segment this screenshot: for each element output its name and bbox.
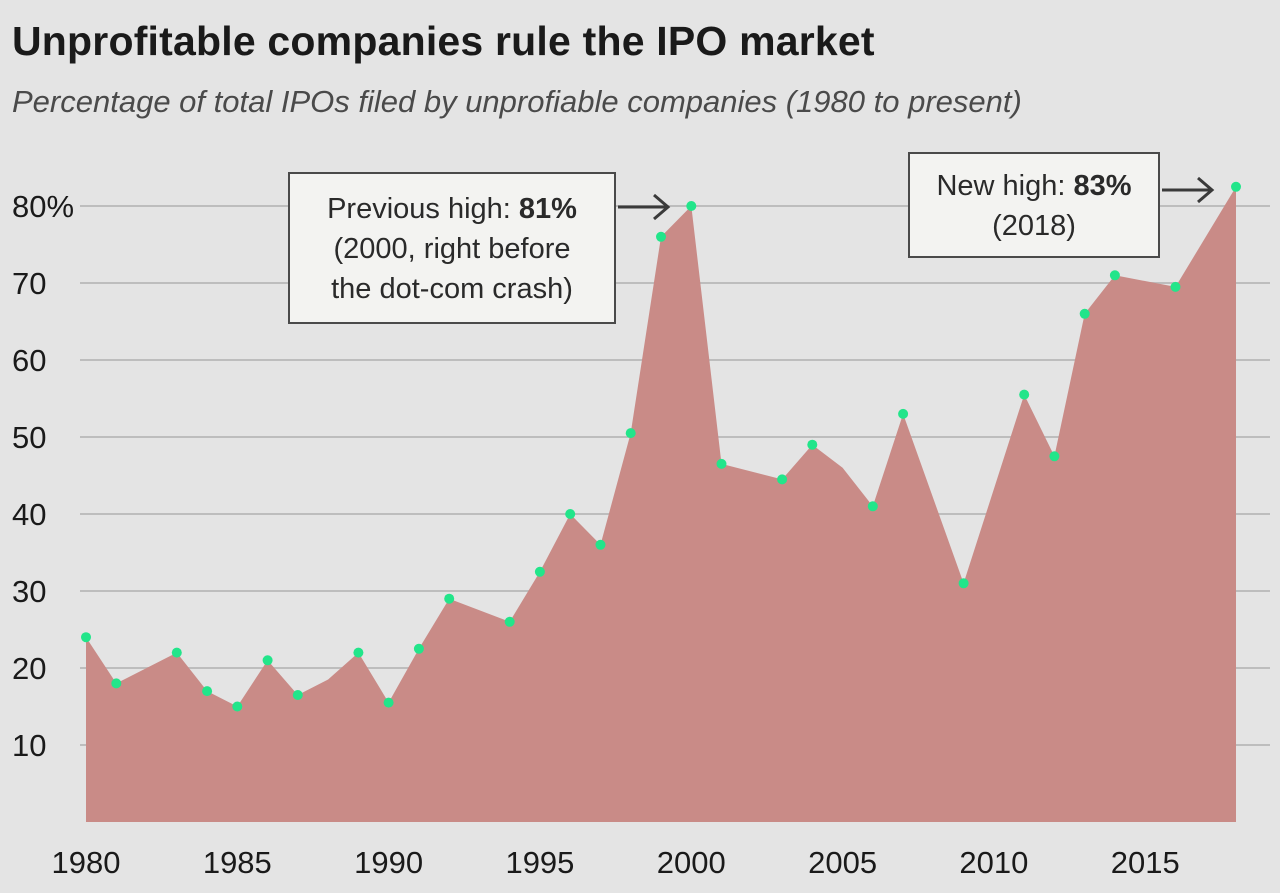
- y-tick-label-80: 80%: [12, 189, 74, 224]
- data-point-2011: [1019, 389, 1030, 400]
- new-high-label: New high:: [936, 170, 1074, 202]
- data-point-1998: [625, 428, 636, 439]
- y-tick-label-10: 10: [12, 728, 46, 763]
- data-point-2000: [686, 201, 697, 211]
- x-tick-label-2000: 2000: [657, 845, 726, 880]
- y-tick-label-30: 30: [12, 574, 46, 609]
- new-high-value: 83%: [1073, 170, 1132, 202]
- x-tick-label-1985: 1985: [203, 845, 272, 880]
- data-point-1999: [656, 231, 666, 242]
- data-point-2004: [807, 439, 818, 450]
- data-point-2016: [1170, 281, 1181, 292]
- data-point-2001: [716, 458, 727, 469]
- data-point-1987: [292, 690, 303, 700]
- data-point-1983: [171, 647, 182, 658]
- y-tick-label-70: 70: [12, 266, 46, 301]
- data-point-2013: [1079, 308, 1090, 319]
- y-tick-label-40: 40: [12, 497, 46, 532]
- data-point-1985: [232, 701, 243, 712]
- data-point-1990: [383, 697, 394, 708]
- previous-high-value: 81%: [518, 193, 577, 225]
- data-point-1996: [565, 509, 576, 519]
- y-tick-label-50: 50: [12, 420, 46, 455]
- data-point-2009: [958, 578, 969, 589]
- previous-high-label: Previous high:: [327, 193, 519, 225]
- data-point-1992: [444, 593, 455, 604]
- data-point-2014: [1109, 270, 1120, 281]
- data-point-1995: [534, 566, 545, 577]
- x-tick-label-1995: 1995: [505, 845, 574, 880]
- data-point-1981: [111, 678, 122, 689]
- y-tick-label-60: 60: [12, 343, 46, 378]
- data-point-1986: [262, 655, 273, 666]
- previous-high-note-line2: the dot-com crash): [331, 273, 573, 305]
- x-tick-label-2005: 2005: [808, 845, 877, 880]
- x-tick-label-1980: 1980: [52, 845, 121, 880]
- data-point-1989: [353, 647, 364, 658]
- data-point-1994: [504, 616, 515, 627]
- data-point-1984: [202, 686, 213, 697]
- data-point-2018: [1231, 181, 1241, 192]
- x-tick-label-2010: 2010: [959, 845, 1028, 880]
- chart-title: Unprofitable companies rule the IPO mark…: [12, 18, 875, 64]
- x-tick-label-1990: 1990: [354, 845, 423, 880]
- data-point-1991: [413, 643, 424, 654]
- previous-high-callout: Previous high: 81% (2000, right before t…: [288, 172, 616, 324]
- data-point-1980: [81, 632, 91, 643]
- previous-high-note-line1: (2000, right before: [333, 233, 571, 265]
- x-tick-label-2015: 2015: [1111, 845, 1180, 880]
- new-high-year: (2018): [992, 210, 1076, 242]
- data-point-2006: [867, 501, 878, 512]
- new-high-arrow-head: [1197, 176, 1215, 204]
- chart-subtitle: Percentage of total IPOs filed by unprof…: [12, 84, 1022, 119]
- ipo-area-series: [86, 186, 1236, 823]
- previous-high-arrow-head: [653, 193, 671, 221]
- data-point-1997: [595, 539, 606, 550]
- data-point-2003: [777, 474, 788, 485]
- data-point-2012: [1049, 451, 1060, 462]
- new-high-callout: New high: 83% (2018): [908, 152, 1160, 258]
- y-tick-label-20: 20: [12, 651, 46, 686]
- data-point-2007: [898, 408, 909, 419]
